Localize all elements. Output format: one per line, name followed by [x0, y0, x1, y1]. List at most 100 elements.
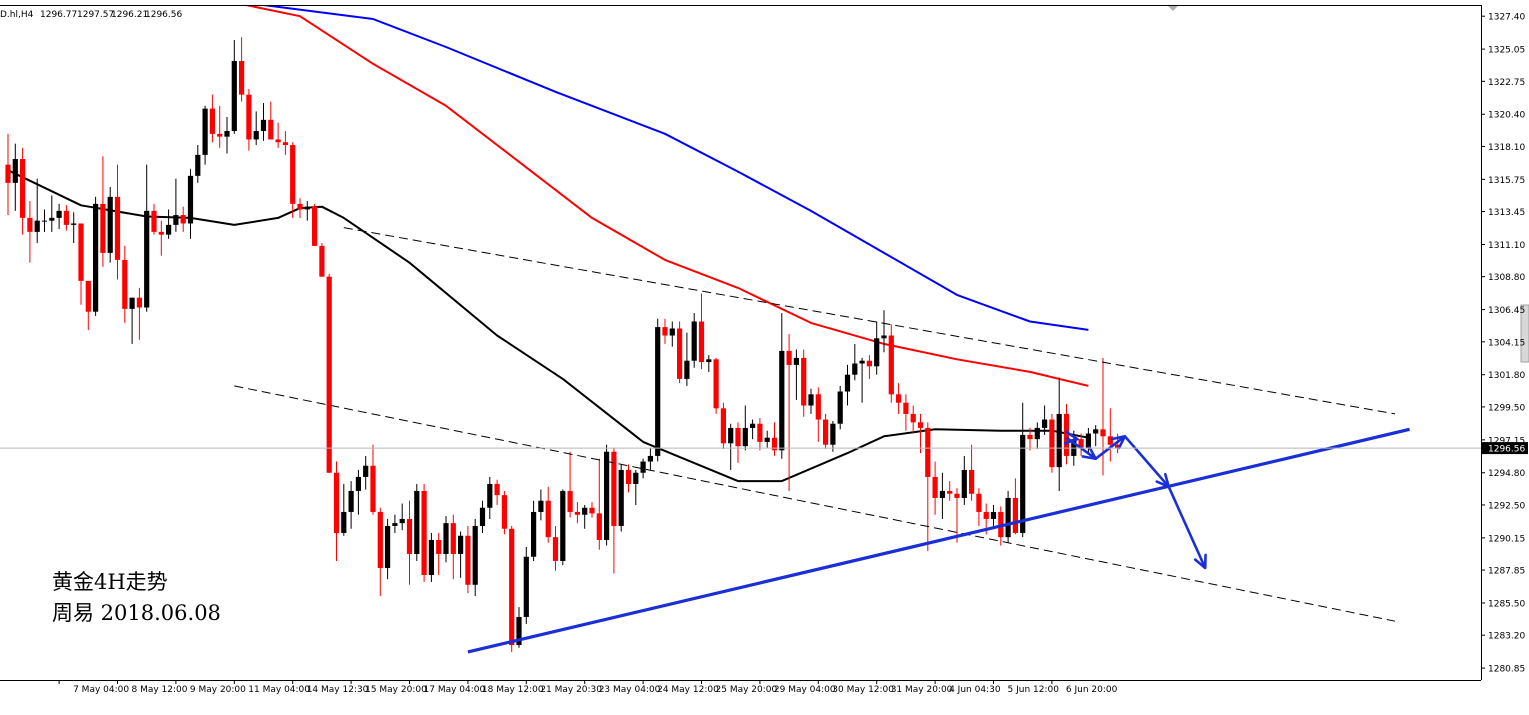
candle-body [100, 203, 106, 253]
candle-body [494, 483, 500, 496]
price-tick-label: 1297.15 [1488, 436, 1525, 446]
moving-average-ma_slow [263, 5, 1089, 331]
price-tick-label: 1311.10 [1488, 241, 1525, 251]
annotation-title: 黄金4H走势 [52, 570, 168, 594]
candle-body [954, 493, 960, 498]
candle-body [1049, 419, 1055, 468]
candle-body [1027, 434, 1033, 440]
candle-body [217, 133, 223, 137]
symbol-label: D.hl,H4 [0, 10, 34, 20]
candle-body [917, 422, 924, 428]
candle-body [611, 451, 617, 526]
candle-body [903, 402, 909, 414]
price-tick-label: 1301.80 [1488, 371, 1525, 381]
candle-body [925, 427, 931, 477]
time-tick-label: 21 May 20:30 [540, 685, 602, 695]
candle-body [421, 490, 427, 575]
candle-body [801, 357, 807, 406]
candle-body [78, 223, 84, 281]
candle-body [874, 338, 880, 367]
price-tick-label: 1306.45 [1488, 306, 1525, 316]
ohlc-low: 1296.21 [111, 10, 148, 20]
price-tick-label: 1299.50 [1488, 403, 1525, 413]
candle-body [969, 469, 975, 494]
candle-body [136, 297, 142, 308]
candle-body [947, 490, 953, 494]
candle-body [1020, 434, 1026, 533]
price-tick-label: 1315.75 [1488, 176, 1525, 186]
support-trendline [467, 427, 1410, 654]
candle-body [173, 215, 179, 225]
candle-body [764, 437, 770, 442]
candle-body [567, 490, 573, 512]
time-tick-label: 14 May 12:30 [307, 685, 369, 695]
candle-body [823, 419, 829, 445]
candle-body [1005, 497, 1011, 538]
candle-body [757, 423, 763, 442]
candle-body [1115, 444, 1121, 449]
candle-body [180, 215, 186, 224]
candle-body [290, 145, 296, 204]
candle-body [304, 206, 310, 210]
candle-body [1042, 419, 1048, 428]
candle-body [910, 413, 916, 423]
time-tick-label: 5 Jun 12:00 [1008, 685, 1060, 695]
candle-body [49, 217, 55, 221]
candle-body [691, 321, 697, 361]
candle-body [735, 427, 741, 447]
candle-body [596, 513, 602, 540]
candle-body [20, 159, 26, 218]
candle-body [713, 359, 719, 409]
candle-body [114, 196, 121, 260]
candle-body [698, 321, 705, 363]
candle-body [516, 616, 522, 645]
candle-body [341, 511, 347, 533]
price-tick-label: 1327.40 [1488, 13, 1525, 23]
candle-body [166, 224, 172, 235]
candle-body [151, 210, 157, 232]
candle-body [1071, 439, 1077, 456]
candle-body [647, 455, 653, 462]
candle-body [786, 350, 792, 365]
forecast-arrowhead [1081, 446, 1097, 461]
candle-body [246, 94, 252, 140]
candle-body [881, 335, 887, 339]
candle-body [808, 394, 814, 406]
candle-body [552, 537, 559, 561]
candle-body [618, 469, 624, 526]
time-tick-label: 4 Jun 04:30 [949, 685, 1001, 695]
candle-body [187, 175, 194, 224]
time-axis: 7 May 04:00 8 May 12:00 9 May 20:00 11 May … [58, 680, 1118, 695]
candle-body [750, 423, 756, 428]
candle-body [158, 231, 164, 235]
price-tick-label: 1287.85 [1488, 567, 1525, 577]
candle-body [239, 61, 245, 95]
candle-body [458, 535, 464, 554]
candle-body [976, 493, 982, 512]
candle-body [260, 119, 267, 132]
candle-body [560, 490, 566, 561]
candle-body [312, 206, 318, 246]
candle-body [625, 469, 632, 484]
candle-body [465, 535, 471, 585]
candle-body [859, 360, 865, 364]
time-tick-label: 8 May 12:00 [132, 685, 188, 695]
candle-body [684, 360, 690, 379]
candle-body [1107, 436, 1113, 445]
price-tick-label: 1313.45 [1488, 208, 1525, 218]
forecast-arrowhead [1193, 553, 1207, 570]
candle-body [1093, 429, 1099, 434]
shift-marker [1168, 6, 1178, 11]
candle-body [399, 518, 405, 524]
candle-body [896, 394, 902, 403]
price-tick-label: 1304.15 [1488, 338, 1525, 348]
candle-body [428, 539, 434, 575]
time-tick-label: 30 May 12:00 [832, 685, 894, 695]
candle-body [1100, 429, 1106, 437]
candle-body [195, 154, 201, 176]
candle-body [436, 539, 442, 554]
price-tick-label: 1322.75 [1488, 78, 1525, 88]
candle-body [5, 164, 11, 183]
